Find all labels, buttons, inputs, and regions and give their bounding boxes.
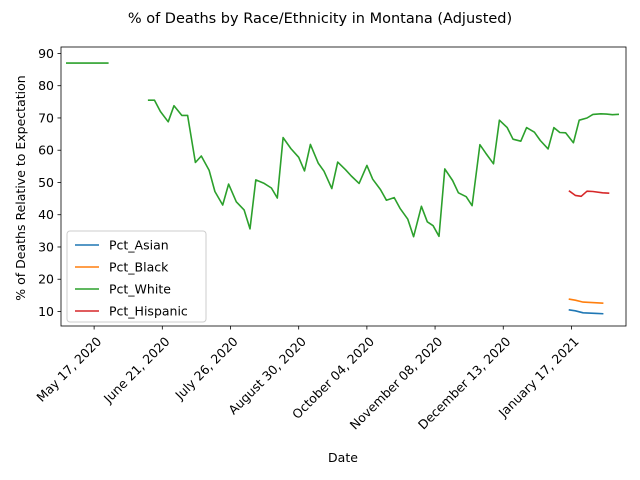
y-tick-label: 70: [38, 110, 54, 125]
y-tick-label: 40: [38, 207, 54, 222]
x-tick-label: May 17, 2020: [33, 334, 104, 405]
series-line-pct-asian: [568, 308, 604, 315]
y-tick-label: 60: [38, 143, 54, 158]
plot-frame: [60, 46, 627, 327]
x-axis-label: Date: [328, 450, 358, 465]
y-tick-label: 50: [38, 175, 54, 190]
y-axis-label: % of Deaths Relative to Expectation: [13, 75, 28, 300]
y-tick-label: 90: [38, 46, 54, 61]
legend-box: [66, 230, 207, 323]
legend-label-pct-hispanic: Pct_Hispanic: [109, 304, 188, 319]
y-tick-label: 80: [38, 78, 54, 93]
x-tick-label: July 26, 2020: [171, 334, 240, 403]
y-tick-label: 10: [38, 304, 54, 319]
x-tick-label: June 21, 2020: [100, 334, 173, 407]
legend-label-pct-asian: Pct_Asian: [109, 238, 169, 253]
legend-label-pct-black: Pct_Black: [109, 260, 169, 275]
series-line-pct-hispanic: [568, 190, 610, 198]
chart-title: % of Deaths by Race/Ethnicity in Montana…: [128, 11, 512, 27]
legend: Pct_Asian Pct_Black Pct_White Pct_Hispanic: [66, 230, 207, 323]
y-tick-label: 20: [38, 272, 54, 287]
legend-label-pct-white: Pct_White: [109, 282, 171, 297]
series-line-pct-white: [147, 99, 620, 238]
series-line-pct-black: [568, 298, 604, 304]
y-tick-label: 30: [38, 239, 54, 254]
